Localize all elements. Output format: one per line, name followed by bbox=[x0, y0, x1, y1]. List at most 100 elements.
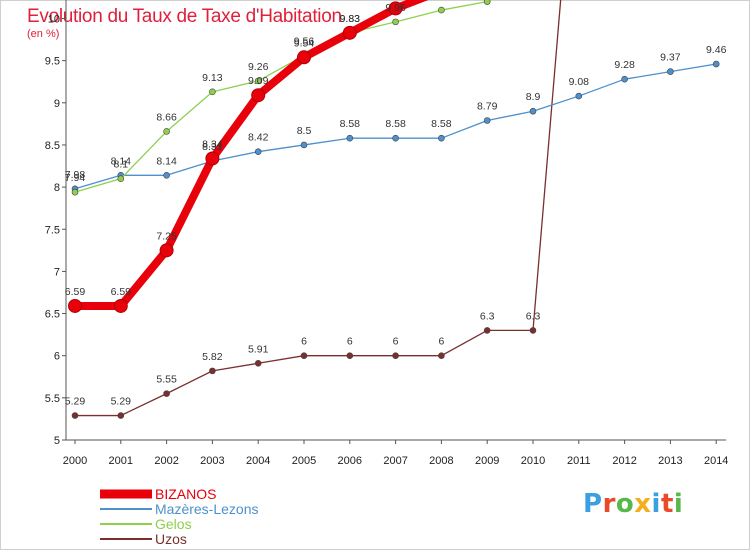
data-label-mazeres-lezons: 8.5 bbox=[297, 125, 312, 137]
data-label-mazeres-lezons: 8.42 bbox=[248, 132, 269, 144]
data-point-uzos bbox=[209, 367, 216, 375]
logo-letter: o bbox=[615, 489, 635, 519]
data-label-mazeres-lezons: 8.58 bbox=[431, 118, 452, 130]
data-label-mazeres-lezons: 8.14 bbox=[111, 155, 132, 167]
data-point-bizanos bbox=[205, 151, 220, 166]
data-point-gelos bbox=[483, 0, 491, 5]
data-point-mazeres-lezons bbox=[392, 134, 399, 142]
data-label-gelos: 7.94 bbox=[65, 172, 86, 184]
x-tick-label: 2011 bbox=[567, 455, 591, 467]
data-point-mazeres-lezons bbox=[575, 92, 583, 100]
x-tick-label: 2010 bbox=[521, 455, 545, 467]
x-tick-label: 2009 bbox=[475, 455, 499, 467]
data-label-bizanos: 9.09 bbox=[248, 75, 269, 87]
x-tick-label: 2007 bbox=[383, 455, 407, 467]
data-label-mazeres-lezons: 9.08 bbox=[569, 76, 590, 88]
y-tick-label: 7.5 bbox=[45, 224, 60, 236]
y-tick-label: 5.5 bbox=[45, 393, 60, 405]
y-tick-label: 10 bbox=[48, 14, 60, 26]
data-point-gelos bbox=[254, 77, 262, 85]
data-point-mazeres-lezons bbox=[346, 134, 354, 142]
logo-letter: t bbox=[660, 489, 674, 519]
data-point-gelos bbox=[209, 88, 216, 96]
data-label-uzos: 6 bbox=[393, 336, 399, 348]
data-label-gelos: 9.26 bbox=[248, 61, 269, 73]
y-tick-label: 6 bbox=[54, 351, 60, 363]
data-point-mazeres-lezons bbox=[667, 68, 674, 75]
x-tick-label: 2004 bbox=[246, 455, 270, 467]
data-label-uzos: 5.82 bbox=[202, 351, 223, 363]
x-tick-label: 2012 bbox=[612, 455, 636, 467]
data-label-gelos: 9.56 bbox=[294, 36, 315, 48]
data-point-mazeres-lezons bbox=[254, 148, 262, 155]
x-tick-label: 2005 bbox=[292, 455, 316, 467]
data-point-uzos bbox=[483, 327, 491, 334]
data-label-gelos: 9.83 bbox=[340, 13, 361, 25]
data-label-gelos: 9.96 bbox=[385, 2, 406, 14]
data-label-mazeres-lezons: 8.58 bbox=[385, 118, 406, 130]
x-tick-label: 2006 bbox=[338, 455, 362, 467]
data-point-uzos bbox=[117, 412, 125, 419]
data-point-mazeres-lezons bbox=[438, 134, 445, 142]
data-label-bizanos: 9.83 bbox=[340, 13, 361, 25]
logo-letter: P bbox=[583, 489, 603, 519]
data-label-bizanos: 6.59 bbox=[111, 286, 132, 298]
data-label-gelos: 9.13 bbox=[202, 72, 223, 84]
data-label-uzos: 6.3 bbox=[526, 310, 541, 322]
y-tick-label: 8.5 bbox=[45, 140, 60, 152]
data-label-uzos: 5.29 bbox=[65, 396, 86, 408]
data-point-gelos bbox=[71, 188, 79, 196]
logo-letter: i bbox=[673, 489, 684, 519]
data-point-gelos bbox=[163, 128, 170, 135]
data-label-gelos: 10.1 bbox=[431, 0, 452, 2]
logo-letter: r bbox=[602, 489, 616, 519]
data-label-uzos: 5.91 bbox=[248, 343, 269, 355]
x-tick-label: 2013 bbox=[658, 455, 682, 467]
data-label-mazeres-lezons: 9.28 bbox=[614, 59, 635, 71]
data-point-mazeres-lezons bbox=[712, 60, 720, 68]
legend-label-bizanos: BIZANOS bbox=[155, 486, 216, 502]
data-label-uzos: 6.3 bbox=[480, 310, 495, 322]
data-label-uzos: 6 bbox=[438, 336, 444, 348]
data-point-mazeres-lezons bbox=[529, 107, 537, 115]
chart-subtitle: (en %) bbox=[27, 28, 60, 40]
x-tick-label: 2002 bbox=[154, 455, 178, 467]
data-point-bizanos bbox=[251, 88, 266, 103]
x-tick-label: 2014 bbox=[704, 455, 728, 467]
data-label-mazeres-lezons: 8.58 bbox=[340, 118, 361, 130]
data-label-mazeres-lezons: 8.31 bbox=[202, 141, 223, 153]
data-point-uzos bbox=[529, 327, 537, 334]
data-point-uzos bbox=[254, 359, 262, 367]
data-point-mazeres-lezons bbox=[163, 171, 170, 179]
data-point-bizanos bbox=[68, 298, 82, 313]
data-point-uzos bbox=[71, 412, 79, 419]
legend-label-gelos: Gelos bbox=[155, 516, 192, 532]
proxiti-logo: Proxiti bbox=[583, 489, 683, 519]
data-label-mazeres-lezons: 8.79 bbox=[477, 101, 498, 113]
y-tick-label: 9.5 bbox=[45, 56, 60, 68]
y-tick-label: 9 bbox=[54, 98, 60, 110]
x-tick-label: 2008 bbox=[429, 455, 453, 467]
data-label-bizanos: 9.54 bbox=[294, 37, 315, 49]
y-tick-label: 7 bbox=[54, 266, 60, 278]
data-label-mazeres-lezons: 8.9 bbox=[526, 91, 541, 103]
data-point-uzos bbox=[300, 352, 308, 360]
axes: 55.566.577.588.599.51010.51111.51212.513… bbox=[45, 0, 728, 467]
data-label-bizanos: 7.25 bbox=[156, 230, 177, 242]
data-point-gelos bbox=[117, 175, 125, 182]
data-label-mazeres-lezons: 9.37 bbox=[660, 52, 681, 64]
data-point-mazeres-lezons bbox=[621, 75, 628, 83]
data-label-mazeres-lezons: 7.98 bbox=[65, 169, 86, 181]
x-tick-label: 2001 bbox=[109, 455, 133, 467]
data-point-uzos bbox=[163, 390, 170, 397]
series-layer bbox=[68, 0, 720, 419]
y-tick-label: 8 bbox=[54, 182, 60, 194]
data-point-uzos bbox=[346, 352, 354, 360]
series-line-bizanos bbox=[71, 0, 429, 310]
legend-label-uzos: Uzos bbox=[155, 531, 187, 547]
data-label-uzos: 5.55 bbox=[156, 374, 177, 386]
y-tick-label: 6.5 bbox=[45, 309, 60, 321]
data-label-bizanos: 6.59 bbox=[65, 286, 86, 298]
